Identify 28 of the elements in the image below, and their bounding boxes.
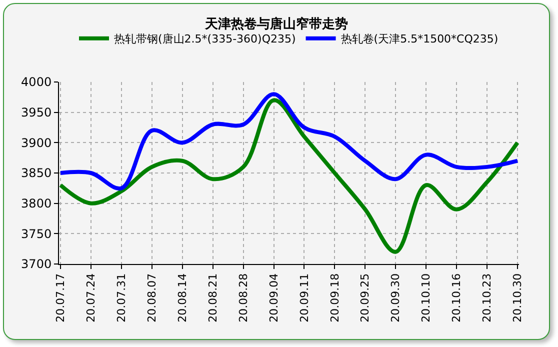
y-tick-label: 3750: [21, 226, 52, 241]
x-tick-label: 20.07.31: [115, 273, 128, 322]
y-tick-label: 3800: [21, 196, 52, 211]
x-tick-label: 20.08.07: [145, 273, 158, 322]
y-tick-label: 4000: [21, 75, 52, 90]
x-tick-label: 20.09.18: [328, 273, 342, 322]
legend-label: 热轧带钢(唐山2.5*(335-360)Q235): [114, 32, 296, 46]
x-tick-label: 20.09.04: [267, 273, 280, 322]
y-tick-label: 3850: [21, 166, 52, 180]
line-series: [59, 92, 519, 190]
x-tick-label: 20.10.16: [450, 273, 464, 322]
x-tick-label: 20.08.21: [206, 273, 220, 322]
x-tick-label: 20.09.25: [358, 273, 372, 322]
x-tick-label: 20.09.30: [389, 273, 402, 322]
x-tick-label: 20.08.14: [176, 273, 189, 322]
chart-title: 天津热卷与唐山窄带走势: [204, 16, 348, 32]
y-tick-label: 3900: [21, 136, 52, 150]
x-tick-label: 20.07.17: [54, 273, 68, 322]
legend-label: 热轧卷(天津5.5*1500*CQ235): [340, 32, 498, 46]
line-series: [59, 98, 519, 254]
x-tick-label: 20.10.10: [420, 273, 433, 322]
x-tick-label: 20.10.23: [480, 273, 494, 322]
x-tick-label: 20.08.28: [236, 273, 250, 322]
y-tick-label: 3700: [21, 257, 52, 272]
x-tick-label: 20.09.11: [298, 273, 311, 322]
y-tick-label: 3950: [21, 106, 52, 120]
x-tick-label: 20.10.30: [511, 273, 524, 322]
x-tick-label: 20.07.24: [84, 273, 98, 322]
